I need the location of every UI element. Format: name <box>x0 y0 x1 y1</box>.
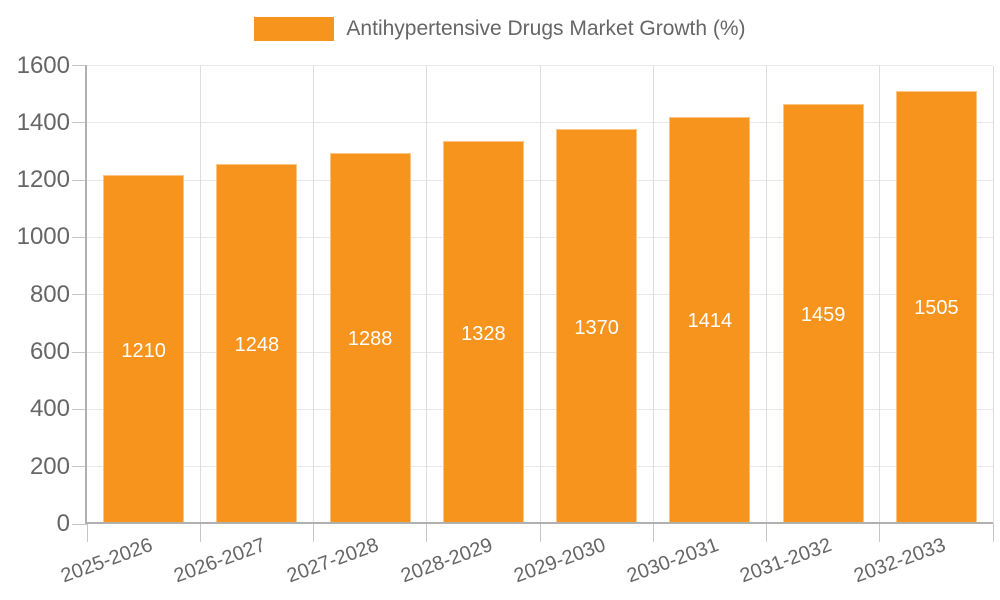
x-axis-label: 2026-2027 <box>171 533 269 588</box>
x-axis-tick <box>879 524 881 542</box>
y-axis-label: 1000 <box>16 223 70 251</box>
v-gridline <box>426 65 428 524</box>
v-gridline <box>992 65 994 524</box>
y-axis-tick <box>72 65 87 66</box>
x-axis-label: 2028-2029 <box>397 533 496 588</box>
y-axis-label: 0 <box>56 510 70 537</box>
y-axis-tick <box>72 466 87 468</box>
bar[interactable] <box>782 103 864 522</box>
y-axis-label: 400 <box>29 395 70 423</box>
y-axis-label: 1400 <box>16 108 70 136</box>
v-gridline <box>652 65 654 524</box>
y-axis-label: 200 <box>29 452 70 480</box>
x-axis-tick <box>199 524 201 542</box>
x-axis-line <box>87 522 993 524</box>
x-axis-label: 2031-2032 <box>737 533 835 588</box>
x-axis-tick <box>539 524 541 542</box>
y-axis-label: 800 <box>29 280 70 308</box>
x-axis-tick <box>426 524 428 542</box>
x-axis-tick <box>992 524 994 542</box>
x-axis-tick <box>652 524 654 542</box>
x-axis-label: 2025-2026 <box>58 533 156 588</box>
x-axis-tick <box>313 524 314 542</box>
v-gridline <box>879 65 881 524</box>
x-axis-label: 2030-2031 <box>624 533 722 588</box>
y-axis-tick <box>72 408 87 410</box>
y-axis-tick <box>72 236 87 238</box>
bar[interactable] <box>556 129 638 522</box>
x-axis-label: 2029-2030 <box>511 533 609 588</box>
y-axis-tick <box>72 523 87 525</box>
y-axis-tick <box>72 351 87 353</box>
y-axis-tick <box>72 122 87 124</box>
y-axis-label: 1600 <box>16 51 70 79</box>
v-gridline <box>199 65 201 524</box>
x-axis-tick <box>86 524 88 542</box>
legend-swatch <box>254 17 335 41</box>
y-axis-tick <box>72 294 87 296</box>
legend-label: Antihypertensive Drugs Market Growth (%) <box>346 17 746 40</box>
v-gridline <box>313 65 314 524</box>
legend-item[interactable]: Antihypertensive Drugs Market Growth (%) <box>0 17 1000 41</box>
x-axis-tick <box>766 524 767 542</box>
v-gridline <box>766 65 767 524</box>
bar[interactable] <box>329 152 411 522</box>
v-gridline <box>539 65 541 524</box>
bar[interactable] <box>442 141 524 522</box>
y-axis-label: 1200 <box>16 166 70 194</box>
bar[interactable] <box>103 175 185 522</box>
bar[interactable] <box>895 90 977 522</box>
y-axis-tick <box>72 179 87 181</box>
h-gridline <box>87 65 993 66</box>
bar[interactable] <box>669 116 751 522</box>
x-axis-label: 2027-2028 <box>284 533 382 588</box>
y-axis-label: 600 <box>29 338 70 366</box>
x-axis-label: 2032-2033 <box>850 533 949 588</box>
bar[interactable] <box>216 164 298 522</box>
y-axis-line <box>85 65 87 524</box>
